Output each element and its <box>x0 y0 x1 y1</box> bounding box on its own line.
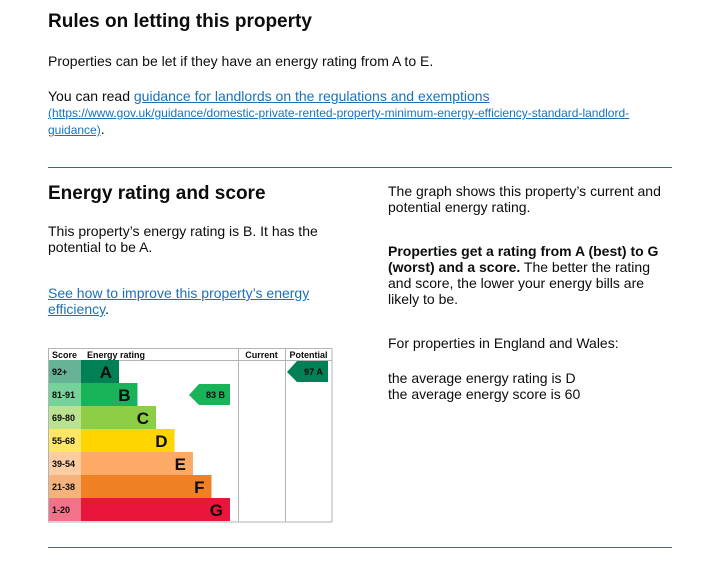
band-bar-f <box>81 475 212 498</box>
band-bar-b <box>81 383 138 406</box>
improve-paragraph: See how to improve this property’s energ… <box>48 285 348 317</box>
band-bar-e <box>81 452 193 475</box>
average-score: the average energy score is 60 <box>388 386 581 402</box>
band-score-cell-b <box>49 383 81 406</box>
band-letter-c: C <box>137 409 149 428</box>
energy-rating-text: This property’s energy rating is B. It h… <box>48 223 318 255</box>
rules-intro: Properties can be let if they have an en… <box>48 53 434 69</box>
rating-explanation-bold: Properties get a rating from A (best) to… <box>388 243 659 275</box>
england-wales-label: For properties in England and Wales: <box>388 335 619 351</box>
current-rating-label: 83 B <box>206 390 226 400</box>
potential-rating-label: 97 A <box>304 367 323 377</box>
rating-explanation-rest: The better the rating and score, the low… <box>388 259 650 307</box>
chart-frame <box>48 348 333 523</box>
band-bar-a <box>81 360 119 383</box>
band-bar-d <box>81 429 175 452</box>
band-score-label-d: 55-68 <box>52 436 75 446</box>
section-divider-top <box>48 167 672 168</box>
guidance-paragraph: You can read guidance for landlords on t… <box>48 88 668 138</box>
section-divider-bottom <box>48 547 672 548</box>
band-score-cell-f <box>49 475 81 498</box>
band-letter-a: A <box>100 363 112 382</box>
band-score-cell-d <box>49 429 81 452</box>
guidance-prefix: You can read <box>48 88 134 104</box>
guidance-period: . <box>100 121 105 137</box>
header-energy-rating: Energy rating <box>87 350 145 360</box>
band-bar-g <box>81 498 230 521</box>
guidance-url-line1[interactable]: (https://www.gov.uk/guidance/domestic-pr… <box>48 106 630 120</box>
band-score-cell-e <box>49 452 81 475</box>
band-letter-b: B <box>118 386 130 405</box>
band-letter-g: G <box>210 501 223 520</box>
band-score-cell-c <box>49 406 81 429</box>
band-letter-d: D <box>155 432 167 451</box>
band-score-label-c: 69-80 <box>52 413 75 423</box>
header-current: Current <box>245 350 278 360</box>
energy-heading: Energy rating and score <box>48 183 266 204</box>
header-score: Score <box>52 350 77 360</box>
guidance-url-line2[interactable]: guidance) <box>48 123 101 137</box>
band-letter-e: E <box>175 455 186 474</box>
band-score-label-f: 21-38 <box>52 482 75 492</box>
band-letter-f: F <box>194 478 204 497</box>
potential-rating-arrow <box>287 361 328 382</box>
improve-link[interactable]: See how to improve this property’s energ… <box>48 285 310 317</box>
improve-period: . <box>105 301 109 317</box>
current-rating-arrow <box>189 384 230 405</box>
graph-description: The graph shows this property’s current … <box>388 183 661 215</box>
rules-heading: Rules on letting this property <box>48 11 312 32</box>
band-score-label-g: 1-20 <box>52 505 70 515</box>
band-score-cell-g <box>49 498 81 521</box>
band-score-label-e: 39-54 <box>52 459 75 469</box>
rating-explanation: Properties get a rating from A (best) to… <box>388 243 670 307</box>
energy-rating-chart: Score Energy rating Current Potential 92+ A 81… <box>48 348 333 523</box>
band-score-cell-a <box>49 360 81 383</box>
header-potential: Potential <box>289 350 327 360</box>
band-bar-c <box>81 406 156 429</box>
average-rating: the average energy rating is D <box>388 370 576 386</box>
band-score-label-b: 81-91 <box>52 390 75 400</box>
band-score-label-a: 92+ <box>52 367 67 377</box>
guidance-link[interactable]: guidance for landlords on the regulation… <box>133 88 490 104</box>
